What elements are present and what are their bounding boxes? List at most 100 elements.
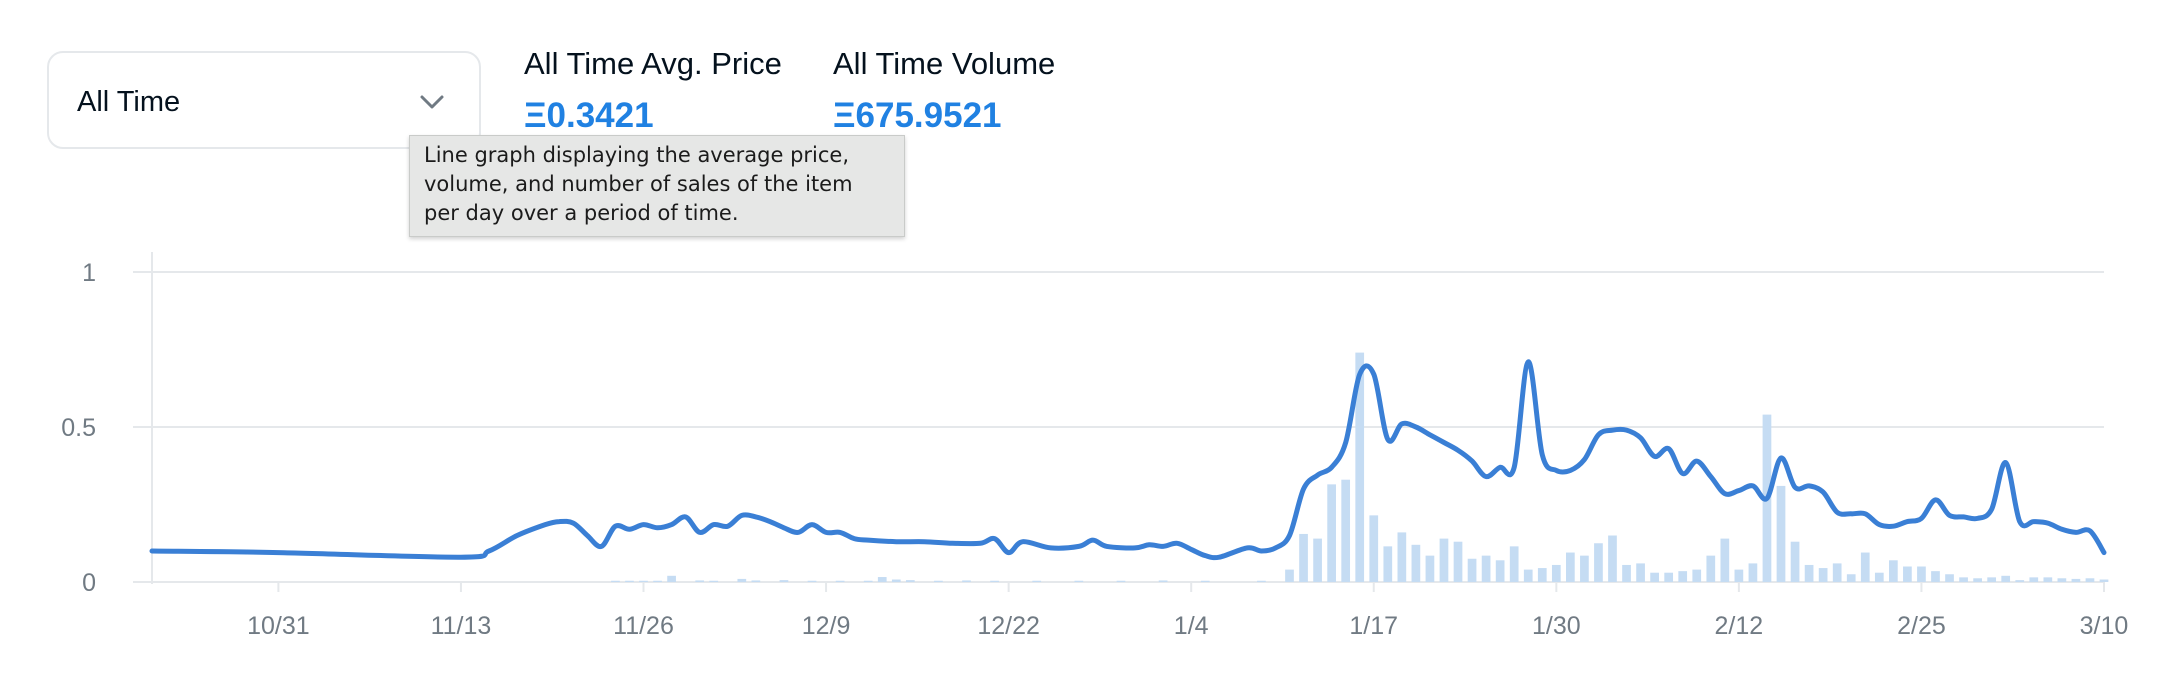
volume-bar [1622,564,1631,582]
volume-bar [709,580,719,582]
volume-bar [2001,575,2011,582]
volume-bar [990,580,999,582]
volume-bar [1748,563,1758,582]
volume-bar [1580,555,1589,582]
volume-bar [1959,577,1968,582]
x-tick-label: 1/17 [1349,612,1398,640]
volume-bar [807,580,817,582]
volume-bar [1551,564,1561,582]
volume-bar [1650,572,1659,582]
volume-bar [835,580,845,582]
volume-bar [962,580,971,582]
volume-bar [1453,541,1463,582]
volume-bar [1804,564,1814,582]
volume-bar [1790,541,1800,582]
chart-description-tooltip: Line graph displaying the average price,… [409,135,905,237]
volume-bar [1074,580,1084,582]
volume-bar [2015,580,2025,582]
volume-bar [1313,538,1322,582]
volume-bar [2029,577,2039,582]
x-tick-label: 2/25 [1897,612,1946,640]
chart-grid [133,252,2104,584]
volume-bar [653,580,662,582]
volume-bar [1888,560,1898,582]
time-range-selected: All Time [77,86,181,118]
volume-bar [639,580,648,582]
volume-bar [905,580,915,582]
y-tick-label: 0.5 [61,414,96,442]
x-tick-label: 3/10 [2080,612,2129,640]
volume-bar [1032,580,1042,582]
volume-bar [1327,484,1336,582]
x-tick-label: 12/22 [977,612,1040,640]
volume-bar [2043,577,2053,582]
y-tick-label: 0 [82,569,96,597]
volume-bar [934,580,943,582]
volume-bar [1594,543,1603,582]
volume-bar [779,580,789,582]
x-tick-label: 2/12 [1715,612,1764,640]
volume-bar [667,575,676,582]
y-axis: 00.51 [61,259,96,597]
volume-bar [891,579,901,582]
volume-bar [1678,571,1688,582]
volume-bar [1917,566,1926,582]
avg-price-stat: All Time Avg. Price Ξ0.3421 [524,46,782,136]
x-tick-label: 12/9 [802,612,851,640]
volume-bar [1509,546,1519,582]
volume-bar [1369,515,1379,582]
avg-price-value: Ξ0.3421 [524,96,654,135]
volume-bar [1987,577,1997,582]
x-tick-label: 11/13 [431,612,492,640]
volume-bar [1945,574,1954,582]
volume-bar [737,578,747,582]
volume-bar [1355,352,1365,582]
volume-bar [2099,579,2109,582]
volume-bar [1608,535,1617,582]
volume-bar [1874,572,1884,582]
volume-bar [1425,555,1435,582]
x-tick-label: 1/30 [1532,612,1581,640]
volume-bar [751,580,761,582]
volume-bar [1846,574,1856,582]
volume-bar [877,577,887,582]
volume-bar [2057,578,2067,582]
volume-bar [1720,538,1730,582]
volume-bar [1706,555,1716,582]
volume-bar [1299,533,1308,582]
volume-bar [1383,546,1393,582]
y-tick-label: 1 [82,259,96,287]
volume-bar [1664,572,1674,582]
volume-bar [1832,563,1842,582]
volume-bar [2085,578,2095,582]
volume-bar [1973,578,1982,582]
volume-bar [1341,479,1351,582]
volume-bar [611,580,620,582]
volume-bar [1860,552,1870,582]
avg-price-line [149,359,2107,561]
x-tick-label: 11/26 [613,612,674,640]
volume-bar [1636,563,1645,582]
volume-bar [1116,580,1126,582]
x-tick-label: 10/31 [247,612,310,640]
volume-label: All Time Volume [833,46,1056,81]
time-range-dropdown[interactable]: All Time [47,51,481,149]
volume-bar [1692,569,1702,582]
volume-bar [1158,580,1168,582]
volume-bar [863,580,873,582]
volume-bar [1566,552,1575,582]
volume-bar [1397,532,1407,582]
volume-bar [1734,569,1744,582]
volume-bar [1200,580,1210,582]
volume-value: Ξ675.9521 [833,96,1002,135]
volume-bar [1818,568,1828,582]
volume-bar [2071,578,2081,582]
avg-price-series-line [149,359,2107,561]
volume-bar [1776,485,1786,582]
volume-bar [1285,569,1294,582]
volume-stat: All Time Volume Ξ675.9521 [833,46,1055,136]
avg-price-label: All Time Avg. Price [524,46,782,81]
volume-bar [1257,580,1266,582]
volume-bar [1467,558,1477,582]
volume-bar [1523,569,1533,582]
